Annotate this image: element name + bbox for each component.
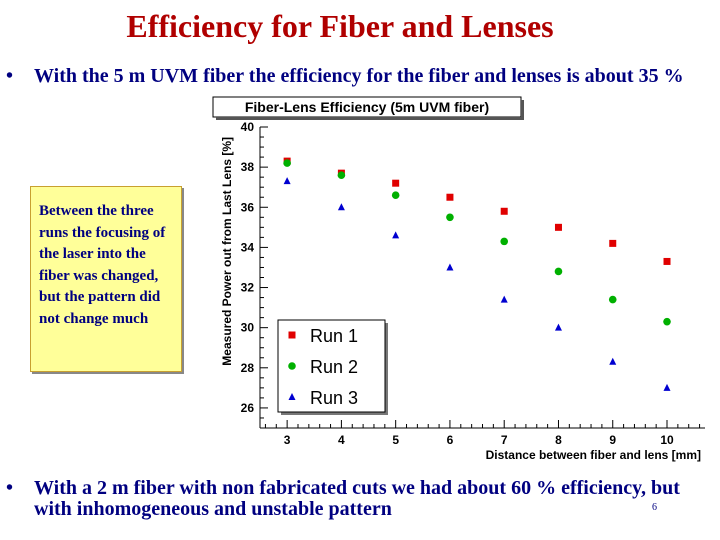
data-point-run2 — [283, 159, 291, 167]
bullet-icon: • — [6, 65, 14, 87]
x-tick-label: 3 — [284, 433, 291, 447]
y-tick-label: 40 — [241, 120, 255, 134]
slide-title: Efficiency for Fiber and Lenses — [126, 8, 554, 44]
chart-title: Fiber-Lens Efficiency (5m UVM fiber) — [245, 99, 489, 115]
x-tick-label: 5 — [392, 433, 399, 447]
data-point-run3 — [337, 203, 345, 211]
y-axis-label: Measured Power out from Last Lens [%] — [220, 137, 234, 366]
y-tick-label: 28 — [241, 361, 255, 375]
data-point-run2 — [446, 213, 454, 222]
data-point-run2 — [554, 267, 563, 276]
data-point-run3 — [500, 295, 508, 303]
y-tick-label: 32 — [241, 281, 255, 295]
y-tick-label: 30 — [241, 321, 255, 335]
x-tick-label: 10 — [660, 433, 674, 447]
legend-label-2: Run 2 — [310, 357, 358, 377]
bullet-point-2: • With a 2 m fiber with non fabricated c… — [6, 478, 686, 520]
x-tick-label: 8 — [555, 433, 562, 447]
data-point-run1 — [554, 223, 562, 231]
data-point-run3 — [609, 357, 617, 365]
data-point-run3 — [283, 177, 291, 185]
chart-title-shadow — [216, 117, 524, 120]
legend-marker-1 — [288, 331, 296, 339]
chart-title-shadow — [521, 100, 524, 120]
legend-marker-2 — [288, 362, 296, 370]
data-point-run3 — [554, 323, 562, 331]
data-point-run1 — [392, 179, 400, 187]
page-number: 6 — [652, 502, 657, 513]
y-tick-label: 36 — [241, 200, 255, 214]
y-tick-label: 34 — [241, 240, 255, 254]
y-tick-label: 26 — [241, 401, 255, 415]
bullet-point-1: • With the 5 m UVM fiber the efficiency … — [6, 66, 706, 87]
annotation-note: Between the three runs the focusing of t… — [30, 186, 182, 372]
data-point-run2 — [337, 171, 346, 179]
bullet-text-2: With a 2 m fiber with non fabricated cut… — [34, 477, 680, 520]
x-tick-label: 4 — [338, 433, 345, 447]
bullet-icon: • — [6, 477, 14, 499]
data-point-run2 — [608, 295, 617, 304]
legend-label-1: Run 1 — [310, 326, 358, 346]
data-point-run2 — [391, 191, 400, 200]
legend-box — [277, 319, 386, 413]
data-point-run1 — [663, 257, 671, 265]
x-axis-label: Distance between fiber and lens [mm] — [486, 448, 701, 462]
data-point-run1 — [609, 239, 617, 247]
data-point-run2 — [663, 317, 671, 326]
data-point-run3 — [446, 263, 454, 271]
data-point-run1 — [500, 207, 508, 215]
data-point-run3 — [392, 231, 400, 239]
x-tick-label: 9 — [609, 433, 616, 447]
legend-label-3: Run 3 — [310, 388, 358, 408]
bullet-text-1: With the 5 m UVM fiber the efficiency fo… — [34, 65, 684, 87]
y-tick-label: 38 — [241, 160, 255, 174]
data-point-run1 — [446, 193, 454, 201]
x-tick-label: 6 — [447, 433, 454, 447]
legend-marker-3 — [288, 393, 296, 400]
data-point-run2 — [500, 237, 509, 246]
x-tick-label: 7 — [501, 433, 508, 447]
data-point-run3 — [663, 383, 671, 391]
